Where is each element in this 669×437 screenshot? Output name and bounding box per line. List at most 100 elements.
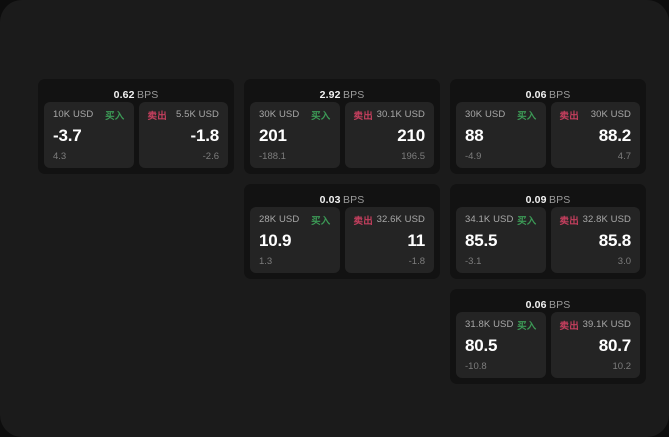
- sell-side-header: 卖出 32.8K USD: [559, 213, 632, 227]
- sell-delta: -1.8: [408, 256, 425, 267]
- bps-unit-label: BPS: [343, 89, 365, 101]
- bps-value: 0.06: [525, 299, 547, 311]
- quote-card-placeholder: [244, 289, 440, 384]
- sell-side-panel[interactable]: 卖出 32.6K USD 11 -1.8: [344, 207, 434, 273]
- bps-unit-label: BPS: [549, 299, 571, 311]
- buy-price: 88: [465, 126, 484, 145]
- sell-side-header: 卖出 30.1K USD: [353, 108, 426, 122]
- quote-card-header: 2.92 BPS: [250, 85, 434, 102]
- buy-action-label[interactable]: 买入: [517, 320, 537, 332]
- sell-side-panel[interactable]: 卖出 30K USD 88.2 4.7: [550, 102, 640, 168]
- sell-delta: -2.6: [202, 151, 219, 162]
- quote-card[interactable]: 2.92 BPS 30K USD 买入 201 -188.1 卖出 30.1K USD 210 1…: [244, 79, 440, 174]
- sell-price: 11: [407, 231, 425, 250]
- quote-card[interactable]: 0.09 BPS 34.1K USD 买入 85.5 -3.1 卖出 32.8K USD 85.…: [450, 184, 646, 279]
- sell-side-panel[interactable]: 卖出 32.8K USD 85.8 3.0: [550, 207, 640, 273]
- buy-size-label: 30K USD: [259, 109, 300, 120]
- sell-side-header: 卖出 39.1K USD: [559, 318, 632, 332]
- buy-side-panel[interactable]: 30K USD 买入 201 -188.1: [250, 102, 340, 168]
- sell-action-label[interactable]: 卖出: [559, 320, 579, 332]
- buy-side-panel[interactable]: 28K USD 买入 10.9 1.3: [250, 207, 340, 273]
- sell-action-label[interactable]: 卖出: [353, 110, 373, 122]
- sell-side-header: 卖出 30K USD: [559, 108, 632, 122]
- sell-action-label[interactable]: 卖出: [559, 215, 579, 227]
- buy-side-panel[interactable]: 30K USD 买入 88 -4.9: [456, 102, 546, 168]
- sell-delta: 196.5: [401, 151, 425, 162]
- buy-action-label[interactable]: 买入: [311, 110, 331, 122]
- sell-side-header: 卖出 5.5K USD: [147, 108, 220, 122]
- bps-unit-label: BPS: [137, 89, 159, 101]
- quote-card-header: 0.62 BPS: [44, 85, 228, 102]
- buy-side-header: 10K USD 买入: [53, 108, 125, 122]
- sell-action-label[interactable]: 卖出: [353, 215, 373, 227]
- quote-card-header: 0.03 BPS: [250, 190, 434, 207]
- sell-price: 88.2: [598, 126, 631, 145]
- quote-card[interactable]: 0.06 BPS 31.8K USD 买入 80.5 -10.8 卖出 39.1K USD 80…: [450, 289, 646, 384]
- sell-size-label: 32.6K USD: [376, 214, 425, 225]
- buy-side-panel[interactable]: 34.1K USD 买入 85.5 -3.1: [456, 207, 546, 273]
- bps-value: 2.92: [319, 89, 341, 101]
- quote-card-placeholder: [38, 289, 234, 384]
- buy-side-panel[interactable]: 31.8K USD 买入 80.5 -10.8: [456, 312, 546, 378]
- buy-delta: -10.8: [465, 361, 487, 372]
- quote-card[interactable]: 0.62 BPS 10K USD 买入 -3.7 4.3 卖出 5.5K USD -1.8 -2.…: [38, 79, 234, 174]
- buy-price: -3.7: [53, 126, 82, 145]
- sell-size-label: 39.1K USD: [582, 319, 631, 330]
- sell-action-label[interactable]: 卖出: [147, 110, 167, 122]
- buy-side-header: 30K USD 买入: [465, 108, 537, 122]
- quote-card-grid: 0.62 BPS 10K USD 买入 -3.7 4.3 卖出 5.5K USD -1.8 -2.…: [38, 79, 646, 389]
- quote-card-placeholder: [38, 184, 234, 279]
- bps-value: 0.09: [525, 194, 547, 206]
- buy-action-label[interactable]: 买入: [517, 215, 537, 227]
- quote-card-header: 0.09 BPS: [456, 190, 640, 207]
- bps-unit-label: BPS: [343, 194, 365, 206]
- buy-delta: -4.9: [465, 151, 482, 162]
- buy-size-label: 10K USD: [53, 109, 94, 120]
- bps-value: 0.62: [113, 89, 135, 101]
- sell-size-label: 30K USD: [590, 109, 631, 120]
- bps-value: 0.06: [525, 89, 547, 101]
- quote-card-body: 34.1K USD 买入 85.5 -3.1 卖出 32.8K USD 85.8 3.0: [456, 207, 640, 273]
- sell-side-panel[interactable]: 卖出 39.1K USD 80.7 10.2: [550, 312, 640, 378]
- sell-price: 80.7: [598, 336, 631, 355]
- bps-unit-label: BPS: [549, 194, 571, 206]
- bps-value: 0.03: [319, 194, 341, 206]
- buy-side-panel[interactable]: 10K USD 买入 -3.7 4.3: [44, 102, 134, 168]
- sell-delta: 4.7: [617, 151, 631, 162]
- quote-card-body: 30K USD 买入 88 -4.9 卖出 30K USD 88.2 4.7: [456, 102, 640, 168]
- quote-card-header: 0.06 BPS: [456, 85, 640, 102]
- sell-price: 85.8: [598, 231, 631, 250]
- sell-price: 210: [397, 126, 425, 145]
- buy-action-label[interactable]: 买入: [311, 215, 331, 227]
- buy-price: 80.5: [465, 336, 498, 355]
- buy-delta: -188.1: [259, 151, 286, 162]
- sell-price: -1.8: [190, 126, 220, 145]
- sell-side-header: 卖出 32.6K USD: [353, 213, 426, 227]
- quote-card-body: 10K USD 买入 -3.7 4.3 卖出 5.5K USD -1.8 -2.6: [44, 102, 228, 168]
- buy-side-header: 34.1K USD 买入: [465, 213, 537, 227]
- sell-side-panel[interactable]: 卖出 5.5K USD -1.8 -2.6: [138, 102, 228, 168]
- sell-size-label: 30.1K USD: [376, 109, 425, 120]
- sell-delta: 3.0: [617, 256, 631, 267]
- sell-action-label[interactable]: 卖出: [559, 110, 579, 122]
- quote-card[interactable]: 0.03 BPS 28K USD 买入 10.9 1.3 卖出 32.6K USD 11 -1.8: [244, 184, 440, 279]
- buy-price: 85.5: [465, 231, 498, 250]
- buy-price: 201: [259, 126, 287, 145]
- buy-action-label[interactable]: 买入: [105, 110, 125, 122]
- sell-delta: 10.2: [612, 361, 632, 372]
- sell-size-label: 32.8K USD: [582, 214, 631, 225]
- sell-size-label: 5.5K USD: [175, 109, 219, 120]
- buy-action-label[interactable]: 买入: [517, 110, 537, 122]
- buy-side-header: 30K USD 买入: [259, 108, 331, 122]
- quote-card[interactable]: 0.06 BPS 30K USD 买入 88 -4.9 卖出 30K USD 88.2 4.7: [450, 79, 646, 174]
- buy-side-header: 31.8K USD 买入: [465, 318, 537, 332]
- buy-size-label: 28K USD: [259, 214, 300, 225]
- buy-size-label: 34.1K USD: [465, 214, 514, 225]
- buy-price: 10.9: [259, 231, 292, 250]
- buy-delta: 4.3: [53, 151, 67, 162]
- buy-side-header: 28K USD 买入: [259, 213, 331, 227]
- quote-card-body: 28K USD 买入 10.9 1.3 卖出 32.6K USD 11 -1.8: [250, 207, 434, 273]
- bps-unit-label: BPS: [549, 89, 571, 101]
- sell-side-panel[interactable]: 卖出 30.1K USD 210 196.5: [344, 102, 434, 168]
